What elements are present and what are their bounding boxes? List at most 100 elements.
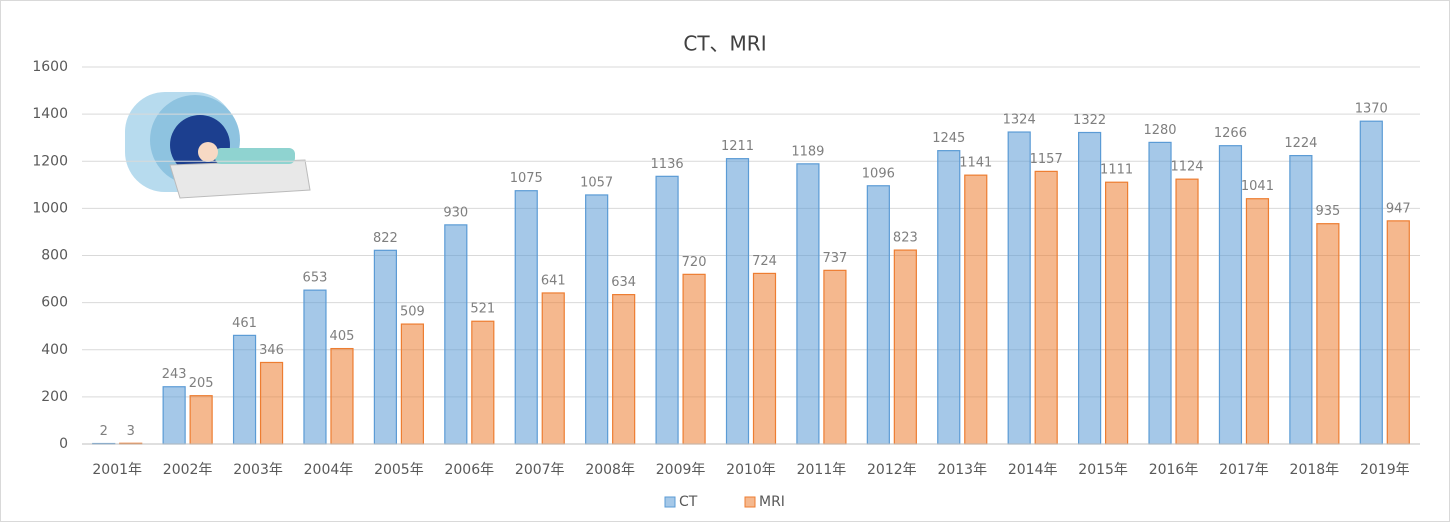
data-label: 521	[470, 302, 495, 317]
y-tick-label: 1200	[32, 153, 68, 169]
bar	[938, 151, 960, 444]
x-tick-label: 2010年	[726, 462, 776, 478]
data-label: 1189	[791, 144, 824, 159]
bar	[331, 349, 353, 444]
y-tick-label: 0	[59, 436, 68, 452]
y-tick-label: 200	[41, 389, 68, 405]
y-tick-label: 1600	[32, 59, 68, 75]
data-label: 1245	[932, 131, 965, 146]
bar	[867, 186, 889, 444]
bar	[683, 274, 705, 444]
bar	[1176, 179, 1198, 444]
x-tick-label: 2006年	[444, 462, 494, 478]
data-label: 2	[100, 424, 108, 439]
bar	[234, 335, 256, 444]
bar	[1246, 199, 1268, 444]
x-tick-label: 2011年	[797, 462, 847, 478]
data-label: 1111	[1100, 163, 1133, 178]
data-label: 1224	[1284, 136, 1317, 151]
x-tick-label: 2004年	[304, 462, 354, 478]
x-tick-label: 2012年	[867, 462, 917, 478]
bar	[190, 396, 212, 444]
bar	[1008, 132, 1030, 444]
bar	[1149, 142, 1171, 444]
bar	[586, 195, 608, 444]
y-tick-label: 400	[41, 342, 68, 358]
x-tick-label: 2016年	[1149, 462, 1199, 478]
data-label: 1370	[1355, 102, 1388, 117]
data-label: 3	[127, 424, 135, 439]
bar	[727, 159, 749, 444]
data-label: 1266	[1214, 126, 1247, 141]
bar	[1035, 171, 1057, 444]
data-label: 1057	[580, 175, 613, 190]
data-label: 634	[611, 275, 636, 290]
bar	[965, 175, 987, 444]
bar	[754, 273, 776, 444]
y-tick-label: 1000	[32, 200, 68, 216]
y-tick-label: 1400	[32, 106, 68, 122]
legend-label: MRI	[759, 494, 785, 510]
bar	[1317, 224, 1339, 444]
data-label: 823	[893, 231, 918, 246]
data-label: 205	[189, 376, 214, 391]
data-label: 1157	[1030, 152, 1063, 167]
data-label: 405	[330, 329, 355, 344]
data-label: 935	[1315, 204, 1340, 219]
bar	[163, 387, 185, 444]
data-label: 822	[373, 231, 398, 246]
data-label: 1211	[721, 139, 754, 154]
x-tick-label: 2005年	[374, 462, 424, 478]
x-tick-label: 2015年	[1078, 462, 1128, 478]
y-tick-label: 600	[41, 295, 68, 311]
x-tick-label: 2003年	[233, 462, 283, 478]
legend-swatch	[665, 497, 675, 507]
x-tick-label: 2017年	[1219, 462, 1269, 478]
bar	[261, 362, 283, 444]
bar	[515, 191, 537, 444]
x-tick-label: 2001年	[92, 462, 142, 478]
legend-swatch	[745, 497, 755, 507]
data-label: 1136	[651, 157, 684, 172]
data-label: 720	[682, 255, 707, 270]
bar	[401, 324, 423, 444]
bar	[445, 225, 467, 444]
data-label: 346	[259, 343, 284, 358]
chart: CT、MRI 0 200 400 600 800 1000 1200 1400 1600 2001…	[0, 0, 1450, 522]
bar	[1106, 182, 1128, 444]
bar	[542, 293, 564, 444]
data-label: 724	[752, 254, 777, 269]
legend-label: CT	[679, 494, 698, 510]
bar	[656, 176, 678, 444]
bar	[1079, 133, 1101, 444]
bar	[374, 250, 396, 444]
bar	[613, 295, 635, 444]
data-label: 737	[823, 251, 848, 266]
data-label: 509	[400, 305, 425, 320]
chart-title: CT、MRI	[683, 32, 766, 56]
data-label: 1041	[1241, 179, 1274, 194]
x-tick-label: 2018年	[1290, 462, 1340, 478]
bar	[1219, 146, 1241, 444]
data-label: 1324	[1003, 113, 1036, 128]
bar	[894, 250, 916, 444]
data-label: 1141	[959, 156, 992, 171]
data-label: 1124	[1170, 160, 1203, 175]
data-label: 641	[541, 273, 566, 288]
data-label: 1322	[1073, 113, 1106, 128]
bar	[1387, 221, 1409, 444]
x-tick-label: 2002年	[163, 462, 213, 478]
data-label: 1075	[510, 171, 543, 186]
x-tick-label: 2013年	[937, 462, 987, 478]
x-tick-label: 2008年	[585, 462, 635, 478]
data-label: 1280	[1143, 123, 1176, 138]
x-tick-label: 2019年	[1360, 462, 1410, 478]
bar	[304, 290, 326, 444]
y-tick-label: 800	[41, 248, 68, 264]
bar	[1290, 156, 1312, 444]
x-tick-label: 2007年	[515, 462, 565, 478]
data-label: 461	[232, 316, 257, 331]
data-label: 653	[303, 271, 328, 286]
bar	[1360, 121, 1382, 444]
x-tick-label: 2014年	[1008, 462, 1058, 478]
